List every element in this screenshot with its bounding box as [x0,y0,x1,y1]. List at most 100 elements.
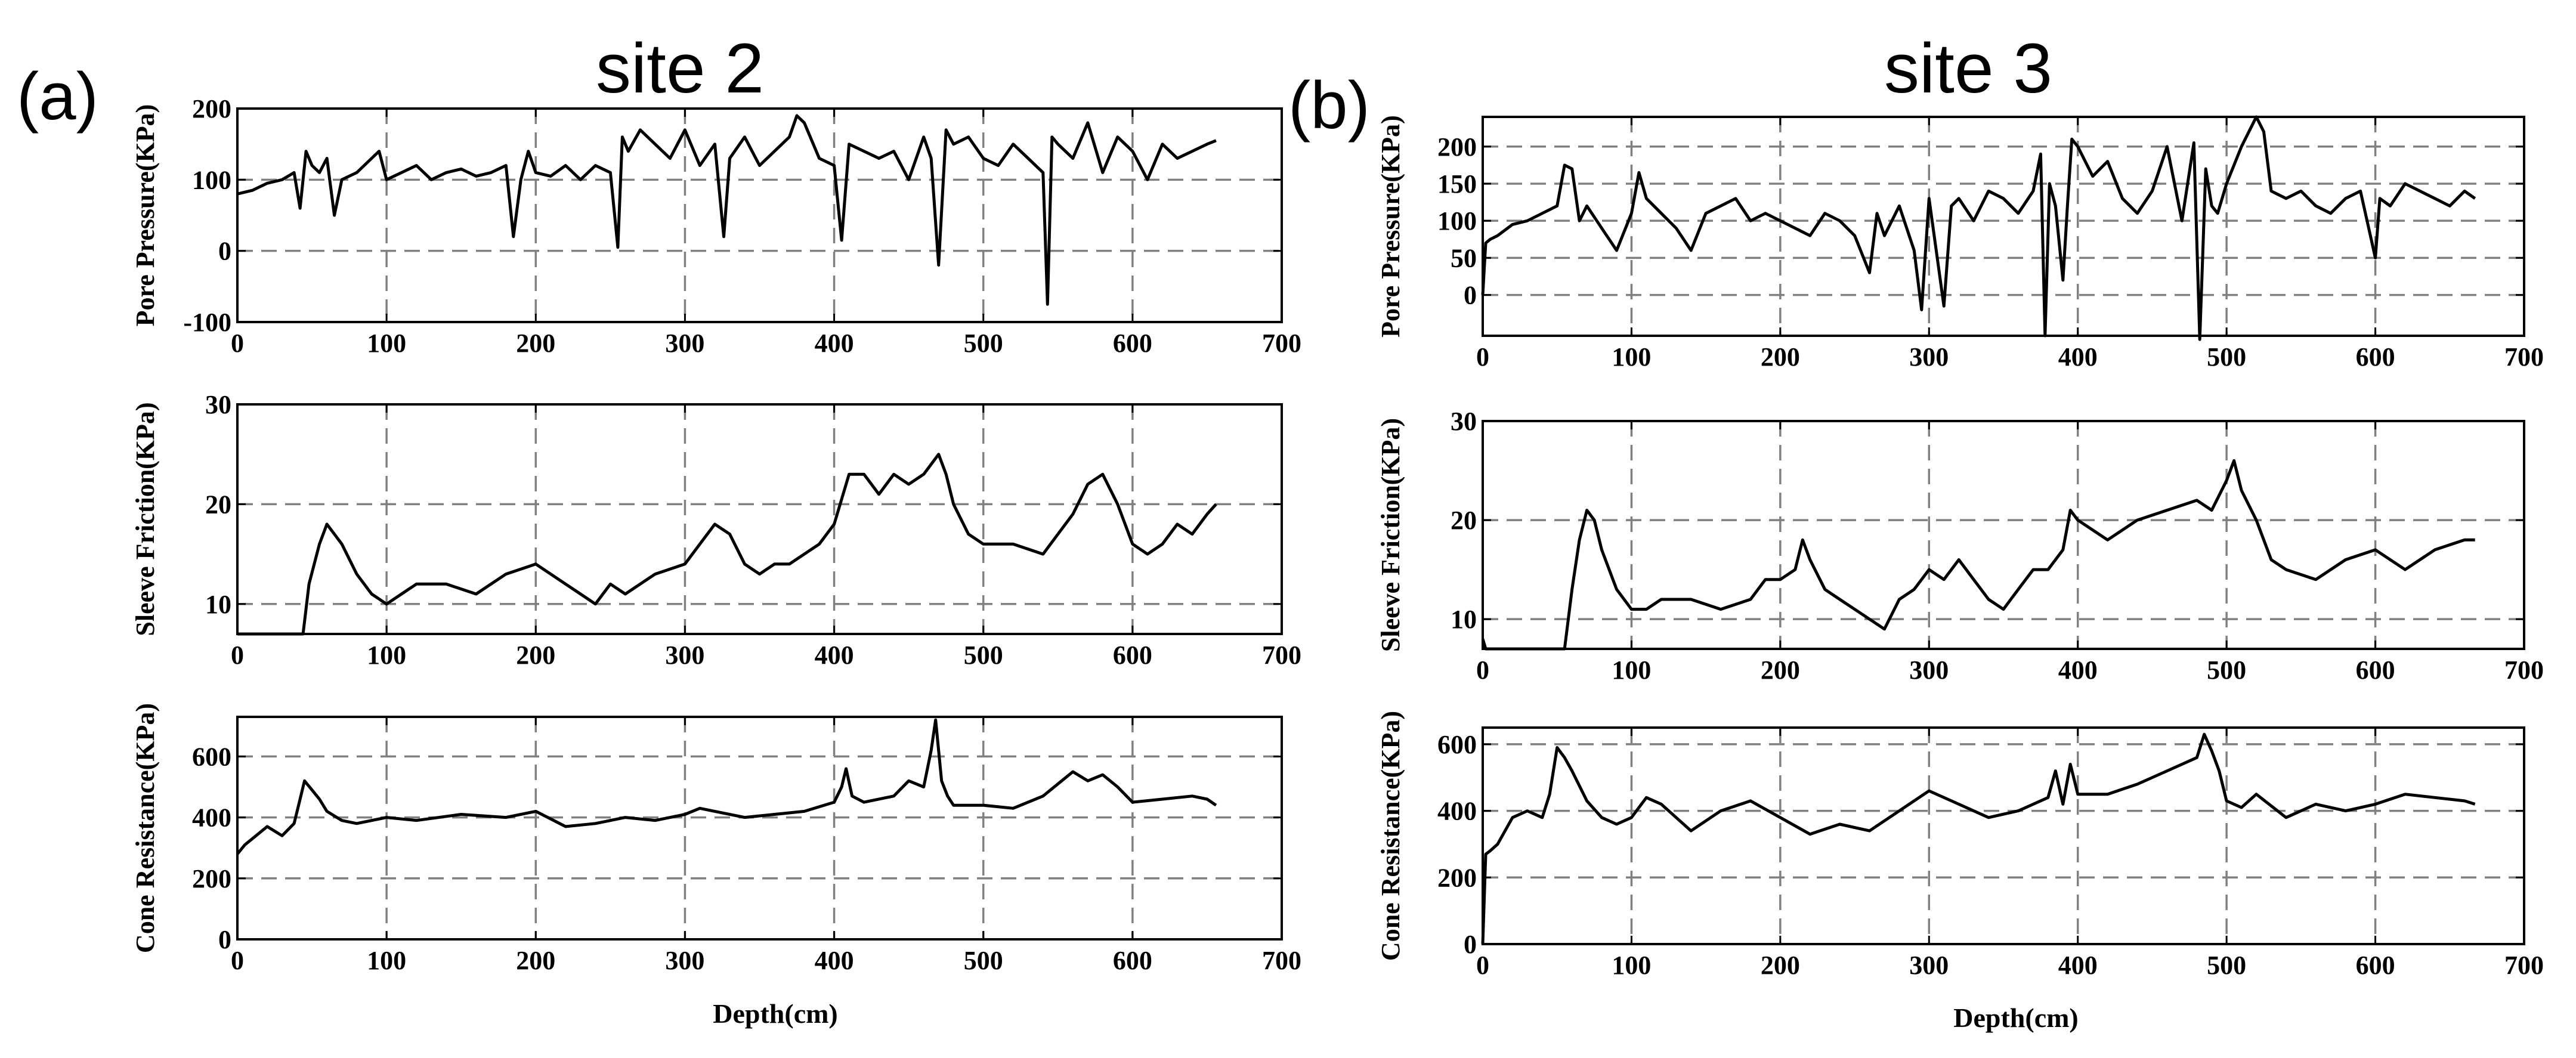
y-tick-label: 100 [1437,206,1477,236]
y-axis-label: Sleeve Friction(KPa) [1376,418,1405,652]
plot-frame [1482,726,2525,945]
x-tick-label: 0 [231,946,244,975]
x-tick-label: 400 [815,641,854,670]
panel-label-a: (a) [17,59,98,134]
y-axis-label: Cone Resistance(KPa) [131,703,160,953]
y-tick-label: 100 [192,165,231,194]
plot-frame [236,107,1283,323]
x-tick-label: 700 [1262,329,1301,358]
subplot-6: 0 100 200 300 400 500 600 700 0 200 400 600 Cone Res… [1376,711,2544,980]
y-tick-label: 0 [1464,930,1477,959]
series-line-pore-pressure [237,114,1217,306]
series-line-pore-pressure [1481,115,2476,341]
x-tick-label: 400 [2058,951,2098,980]
y-tick-label: 20 [1451,506,1477,535]
y-tick-label: 0 [218,237,231,266]
x-tick-label: 0 [231,329,244,358]
x-tick-label: 500 [964,641,1003,670]
series-line-cone-resistance [236,718,1217,855]
x-tick-label: 700 [1262,641,1301,670]
x-tick-label: 400 [2058,342,2098,372]
panel-title-site-2: site 2 [596,29,764,108]
x-tick-label: 0 [231,641,244,670]
y-tick-label: 30 [1451,407,1477,436]
y-tick-label: 400 [1437,797,1477,826]
subplot-2: 0 100 200 300 400 500 600 700 10 20 30 Sleeve Frict… [131,390,1301,670]
x-tick-label: 200 [1761,951,1800,980]
x-tick-label: 300 [665,329,704,358]
y-axis-label: Pore Pressure(KPa) [1376,115,1405,338]
y-axis-label: Pore Pressure(KPa) [131,104,160,327]
subplot-3: 0 100 200 300 400 500 600 700 0 200 400 600 Cone Res… [131,703,1301,975]
x-tick-label: 500 [2207,951,2246,980]
y-tick-label: 50 [1451,243,1477,273]
x-tick-label: 0 [1476,342,1489,372]
y-tick-label: 0 [1464,281,1477,310]
subplot-4: 0 100 200 300 400 500 600 700 0 50 100 150 200 Pore P… [1376,115,2544,372]
x-tick-label: 600 [2356,342,2395,372]
x-tick-label: 700 [2504,342,2544,372]
subplot-5: 0 100 200 300 400 500 600 700 10 20 30 Sleeve Frict… [1376,407,2544,685]
series-line-cone-resistance [1481,732,2476,945]
plot-frame [1482,116,2525,337]
y-tick-label: 600 [192,742,231,771]
x-tick-label: 0 [1476,655,1489,685]
x-tick-label: 600 [2356,951,2395,980]
y-tick-label: -100 [183,308,231,337]
y-tick-label: 200 [192,94,231,123]
x-tick-label: 400 [2058,655,2098,685]
plot-frame [236,403,1283,635]
x-tick-label: 200 [516,946,555,975]
x-tick-label: 100 [367,641,406,670]
x-tick-label: 300 [665,946,704,975]
y-tick-label: 200 [192,864,231,893]
x-tick-label: 200 [1761,655,1800,685]
x-tick-label: 300 [1909,655,1949,685]
y-tick-label: 200 [1437,863,1477,892]
x-tick-label: 500 [2207,342,2246,372]
x-tick-label: 200 [516,641,555,670]
x-tick-label: 300 [1909,951,1949,980]
plot-frame [236,716,1283,941]
x-tick-label: 600 [1113,641,1152,670]
y-tick-label: 600 [1437,730,1477,759]
y-tick-label: 0 [218,925,231,954]
y-tick-label: 150 [1437,169,1477,199]
y-tick-label: 20 [205,490,231,519]
y-tick-label: 10 [1451,605,1477,634]
x-tick-label: 0 [1476,951,1489,980]
x-tick-label: 200 [1761,342,1800,372]
x-tick-label: 100 [1612,655,1651,685]
y-tick-label: 200 [1437,132,1477,162]
plot-frame [1482,420,2525,650]
x-tick-label: 300 [1909,342,1949,372]
x-tick-label: 100 [367,329,406,358]
x-tick-label: 700 [1262,946,1301,975]
y-tick-label: 10 [205,590,231,619]
y-axis-label: Cone Resistance(KPa) [1376,711,1405,961]
x-tick-label: 500 [964,329,1003,358]
x-tick-label: 500 [2207,655,2246,685]
x-tick-label: 100 [1612,951,1651,980]
y-tick-label: 400 [192,803,231,833]
series-line-sleeve-friction [237,453,1217,636]
x-tick-label: 600 [1113,329,1152,358]
x-tick-label: 600 [2356,655,2395,685]
panel-title-site-3: site 3 [1884,29,2052,108]
x-tick-label: 100 [1612,342,1651,372]
x-tick-label: 400 [815,329,854,358]
x-tick-label: 600 [1113,946,1152,975]
x-axis-label-a: Depth(cm) [713,998,838,1029]
x-tick-label: 400 [815,946,854,975]
x-tick-label: 300 [665,641,704,670]
x-tick-label: 700 [2504,655,2544,685]
x-tick-label: 200 [516,329,555,358]
x-tick-label: 100 [367,946,406,975]
y-tick-label: 30 [205,390,231,419]
series-line-sleeve-friction [1481,459,2475,651]
panel-label-b: (b) [1288,68,1370,143]
